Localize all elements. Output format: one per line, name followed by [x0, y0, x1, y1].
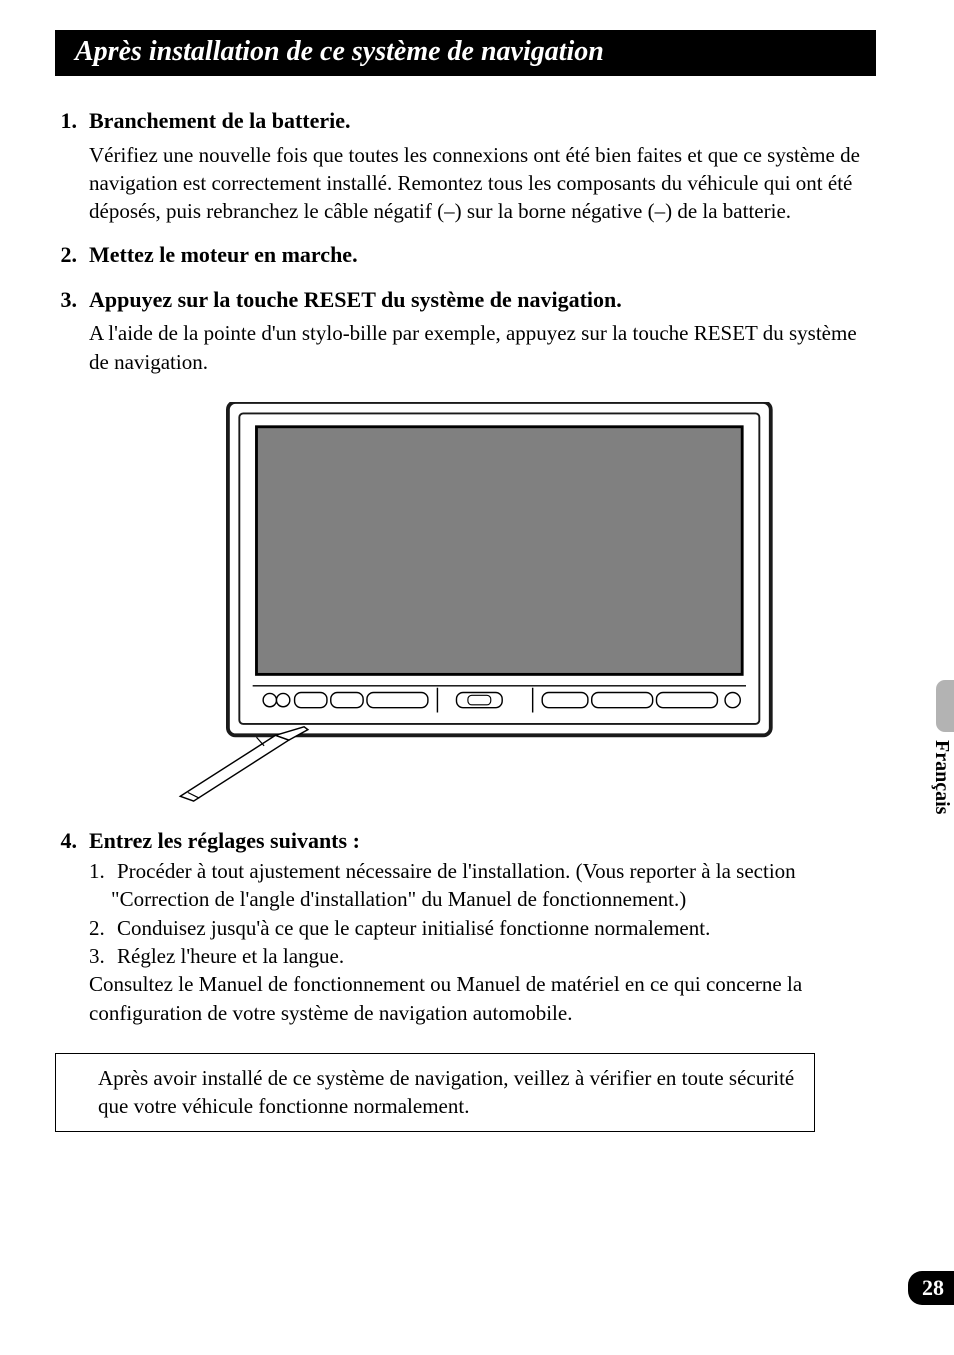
step-1-heading: 1. Branchement de la batterie.	[55, 106, 876, 137]
step-1: 1. Branchement de la batterie. Vérifiez …	[55, 106, 876, 226]
section-title: Après installation de ce système de navi…	[75, 36, 604, 67]
substep-1-number: 1.	[89, 857, 111, 885]
step-1-number: 1.	[55, 106, 77, 137]
step-2-title: Mettez le moteur en marche.	[89, 240, 876, 271]
safety-note-text: Après avoir installé de ce système de na…	[98, 1066, 794, 1118]
step-3-heading: 3. Appuyez sur la touche RESET du systèm…	[55, 285, 876, 316]
step-3-body: A l'aide de la pointe d'un stylo-bille p…	[89, 319, 876, 376]
device-diagram-container	[55, 402, 876, 802]
step-2-number: 2.	[55, 240, 77, 271]
step-4-heading: 4. Entrez les réglages suivants :	[55, 826, 876, 857]
page-number: 28	[922, 1275, 944, 1300]
step-3-number: 3.	[55, 285, 77, 316]
page-number-badge: 28	[908, 1271, 954, 1305]
substep-2-number: 2.	[89, 914, 111, 942]
step-1-title: Branchement de la batterie.	[89, 106, 876, 137]
substep-3-text: Réglez l'heure et la langue.	[117, 942, 876, 970]
step-1-body: Vérifiez une nouvelle fois que toutes le…	[89, 141, 876, 226]
device-diagram	[156, 402, 776, 802]
substep-3-number: 3.	[89, 942, 111, 970]
substep-1: 1. Procéder à tout ajustement nécessaire…	[89, 857, 876, 885]
step-3: 3. Appuyez sur la touche RESET du systèm…	[55, 285, 876, 376]
tab-grey-marker	[936, 680, 954, 732]
step-2-heading: 2. Mettez le moteur en marche.	[55, 240, 876, 271]
safety-note-box: Après avoir installé de ce système de na…	[55, 1053, 815, 1132]
step-4-sublist: 1. Procéder à tout ajustement nécessaire…	[89, 857, 876, 970]
step-4: 4. Entrez les réglages suivants : 1. Pro…	[55, 826, 876, 1027]
substep-3: 3. Réglez l'heure et la langue.	[89, 942, 876, 970]
step-4-number: 4.	[55, 826, 77, 857]
substep-2-text: Conduisez jusqu'à ce que le capteur init…	[117, 914, 876, 942]
substep-1-cont: "Correction de l'angle d'installation" d…	[89, 885, 876, 913]
step-4-followup: Consultez le Manuel de fonctionnement ou…	[89, 970, 876, 1027]
step-4-title: Entrez les réglages suivants :	[89, 826, 876, 857]
step-3-title: Appuyez sur la touche RESET du système d…	[89, 285, 876, 316]
manual-page: Après installation de ce système de navi…	[0, 0, 954, 1355]
substep-2: 2. Conduisez jusqu'à ce que le capteur i…	[89, 914, 876, 942]
language-side-tab: Français	[928, 680, 954, 814]
substep-1-text: Procéder à tout ajustement nécessaire de…	[117, 857, 876, 885]
tab-language-label: Français	[930, 740, 953, 814]
step-2: 2. Mettez le moteur en marche.	[55, 240, 876, 271]
section-title-bar: Après installation de ce système de navi…	[55, 30, 876, 76]
